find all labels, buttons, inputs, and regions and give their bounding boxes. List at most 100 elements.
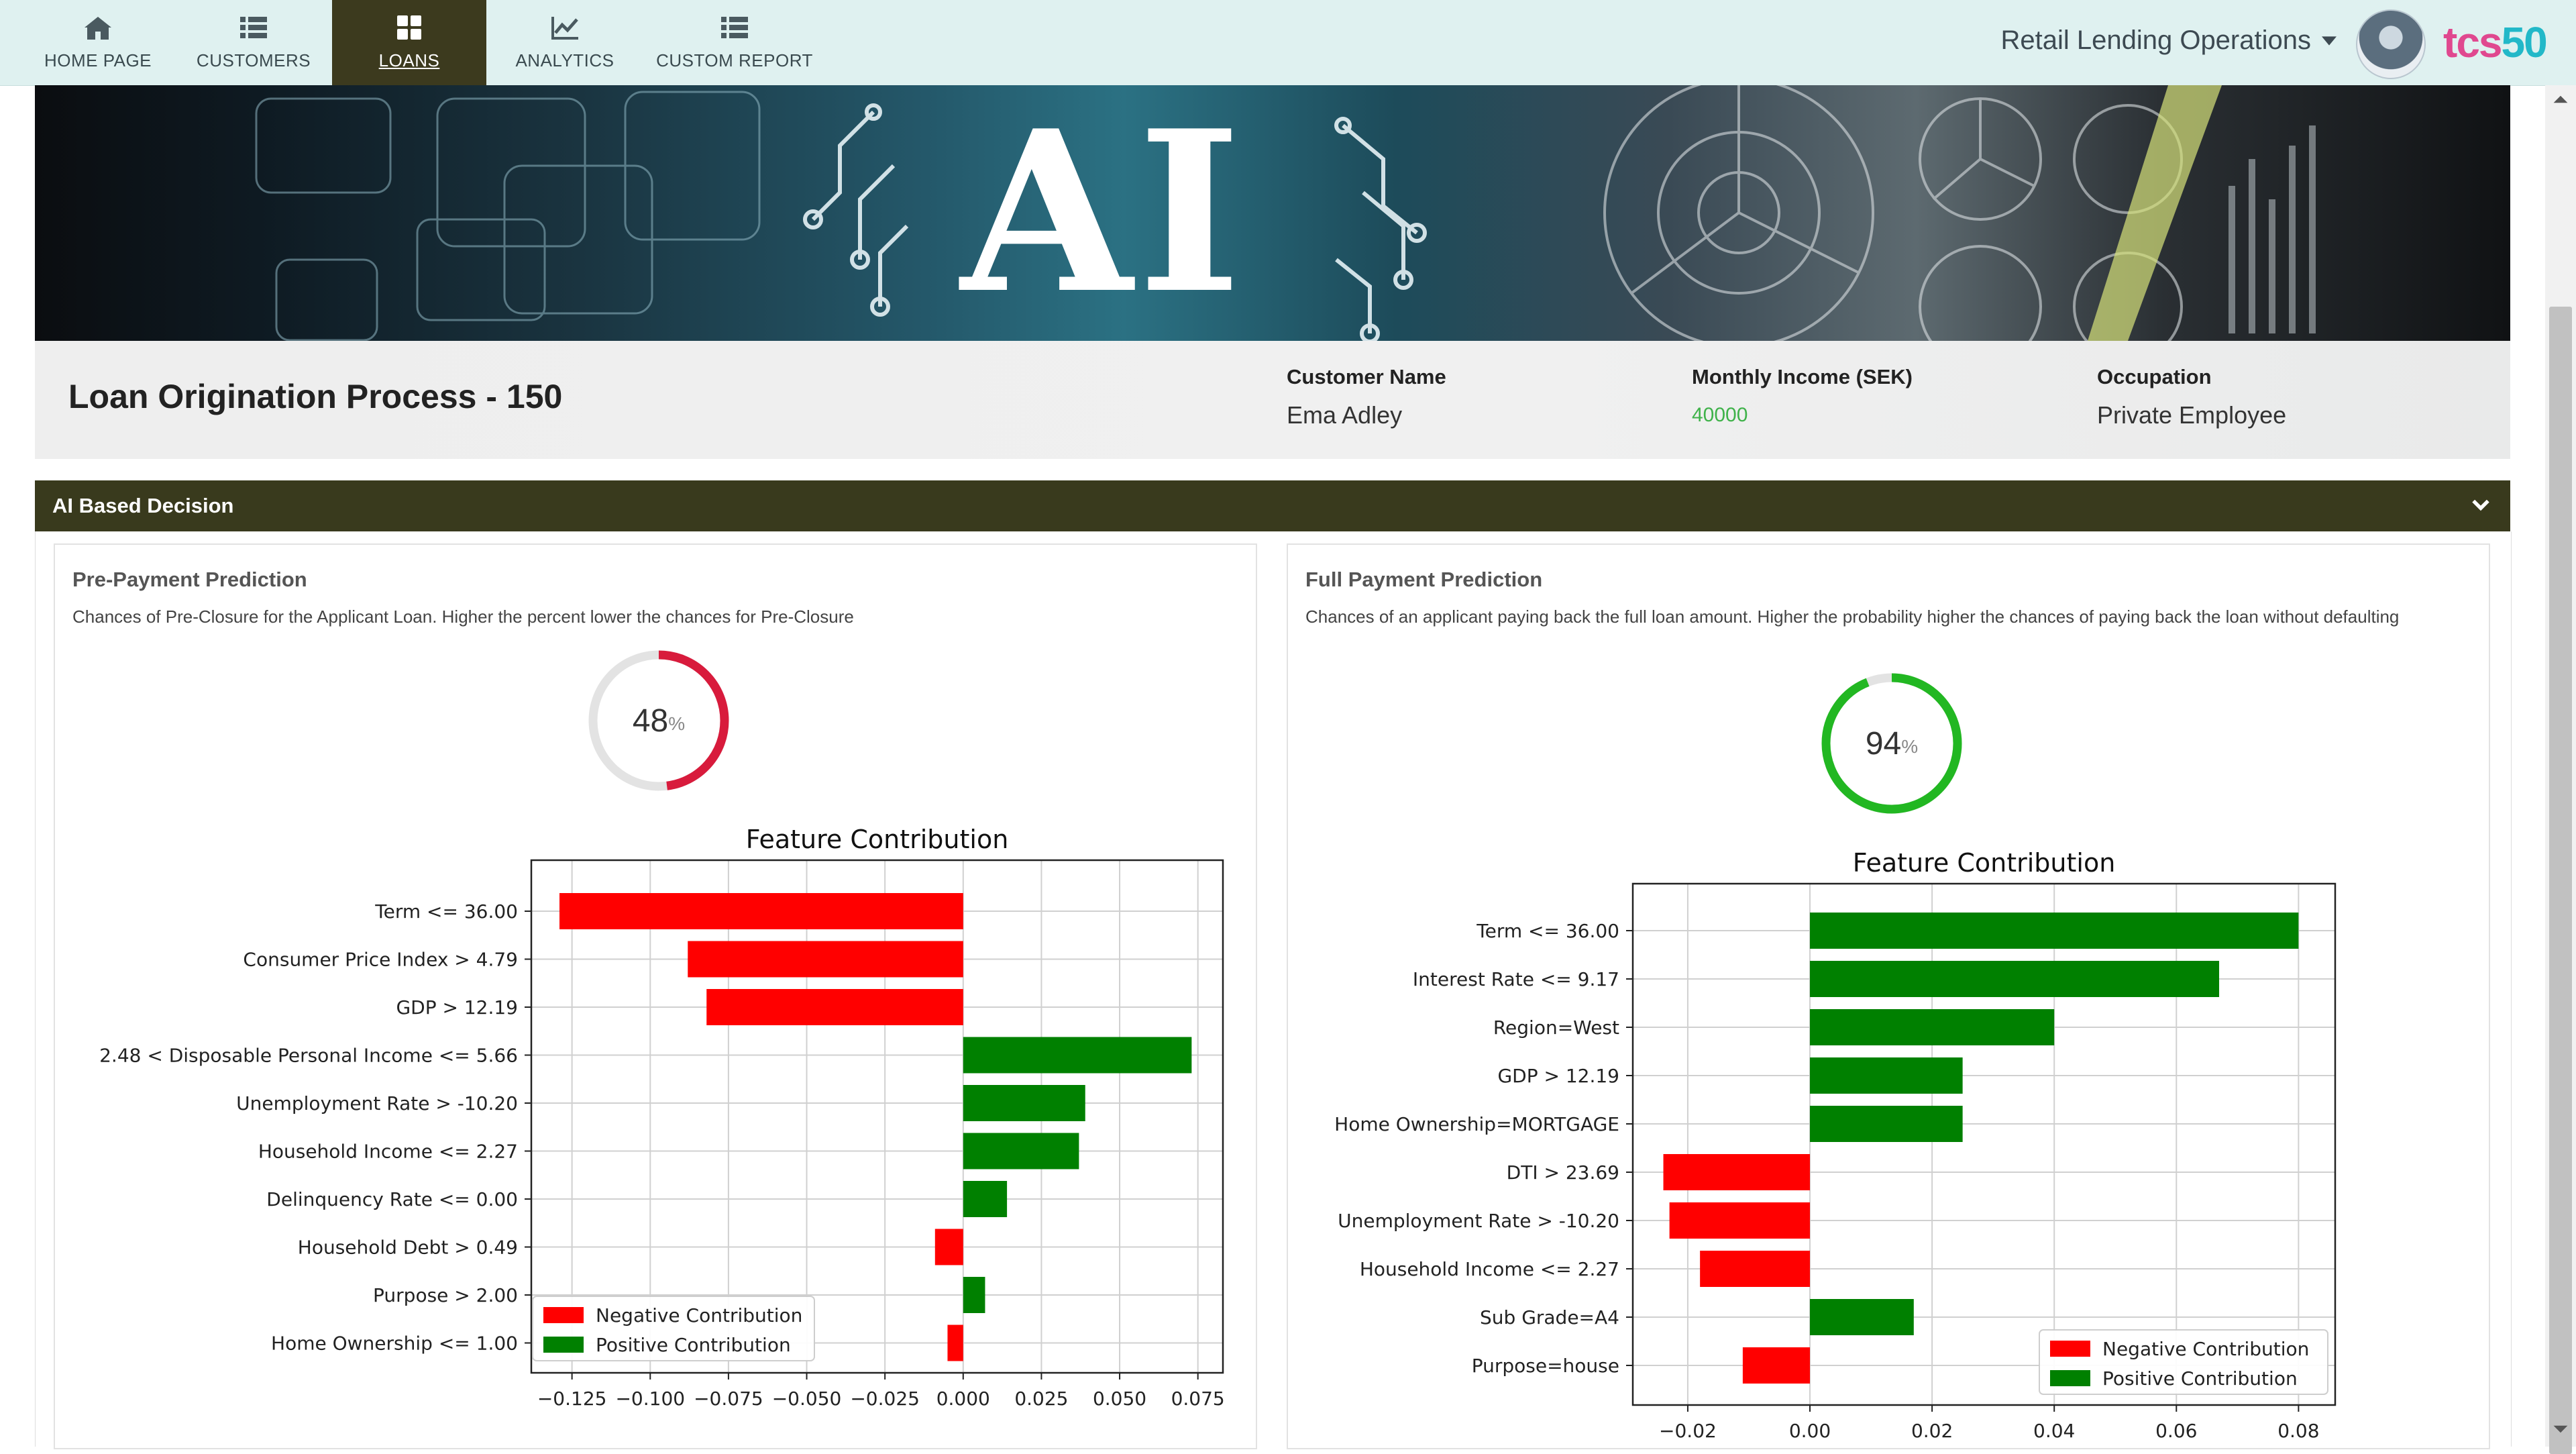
prepayment-legend-label: Negative Contribution bbox=[596, 1304, 802, 1327]
ai-banner: AI bbox=[35, 85, 2510, 341]
prepayment-bar bbox=[947, 1325, 963, 1361]
nav-custom-report[interactable]: CUSTOM REPORT bbox=[651, 0, 818, 85]
prepayment-percent-sign: % bbox=[668, 713, 686, 734]
fullpayment-bar bbox=[1810, 913, 2299, 949]
prepayment-bar bbox=[688, 941, 963, 978]
caret-down-icon bbox=[2322, 36, 2337, 46]
prepayment-legend-swatch bbox=[543, 1337, 584, 1353]
operations-label: Retail Lending Operations bbox=[2000, 25, 2311, 55]
fullpayment-legend-swatch bbox=[2050, 1341, 2090, 1357]
prepayment-ytick-label: GDP > 12.19 bbox=[396, 996, 518, 1019]
prepayment-bar bbox=[963, 1133, 1079, 1170]
page-title: Loan Origination Process - 150 bbox=[68, 378, 563, 415]
fullpayment-bar bbox=[1663, 1154, 1811, 1190]
prepayment-bar bbox=[559, 893, 963, 929]
prepayment-gauge: 48% bbox=[585, 647, 733, 794]
fullpayment-xtick-label: 0.00 bbox=[1789, 1420, 1831, 1442]
fullpayment-bar bbox=[1810, 1057, 1963, 1094]
fullpayment-plot-frame bbox=[1631, 882, 2337, 1406]
logo-text-a: tcs bbox=[2443, 18, 2502, 66]
prepayment-ytick-label: Home Ownership <= 1.00 bbox=[271, 1333, 518, 1355]
fullpayment-ytick-label: Household Income <= 2.27 bbox=[1360, 1258, 1619, 1280]
fullpayment-bar bbox=[1810, 1106, 1963, 1142]
prepayment-ytick-label: Term <= 36.00 bbox=[374, 900, 518, 923]
prepayment-title: Pre-Payment Prediction bbox=[72, 568, 307, 591]
home-icon bbox=[85, 17, 111, 40]
fullpayment-bar bbox=[1742, 1347, 1811, 1384]
prepayment-bar bbox=[963, 1037, 1192, 1074]
prepayment-legend-swatch bbox=[543, 1307, 584, 1323]
fullpayment-bar bbox=[1810, 961, 2220, 997]
prepayment-feature-chart: Feature Contribution −0.125 −0.100 −0.075 −0… bbox=[99, 825, 1225, 1410]
fullpayment-legend-label: Negative Contribution bbox=[2102, 1338, 2309, 1360]
scrollbar-thumb[interactable] bbox=[2549, 307, 2572, 1454]
fullpayment-ytick-label: Sub Grade=A4 bbox=[1480, 1306, 1619, 1329]
fullpayment-title: Full Payment Prediction bbox=[1305, 568, 1543, 591]
fullpayment-ytick-label: Term <= 36.00 bbox=[1476, 920, 1619, 942]
nav-customers[interactable]: CUSTOMERS bbox=[186, 0, 321, 85]
fullpayment-xtick-label: 0.08 bbox=[2277, 1420, 2319, 1442]
fullpayment-ytick-label: Unemployment Rate > -10.20 bbox=[1338, 1210, 1619, 1232]
fullpayment-ytick-label: Region=West bbox=[1493, 1017, 1619, 1039]
prepayment-xtick-label: −0.125 bbox=[537, 1388, 607, 1410]
prepayment-legend-label: Positive Contribution bbox=[596, 1334, 791, 1356]
prepayment-gauge-ring bbox=[588, 650, 729, 791]
prepayment-bar bbox=[963, 1085, 1085, 1121]
prepayment-xtick-label: 0.000 bbox=[936, 1388, 990, 1410]
prepayment-description: Chances of Pre-Closure for the Applicant… bbox=[72, 607, 854, 627]
top-navigation: HOME PAGE CUSTOMERS LOANS ANALYTICS CUST… bbox=[0, 0, 2576, 86]
prepayment-card: Pre-Payment Prediction Chances of Pre-Cl… bbox=[54, 543, 1257, 1449]
nav-loans-label: LOANS bbox=[378, 50, 440, 70]
prepayment-xtick-label: −0.100 bbox=[615, 1388, 685, 1410]
fullpayment-xtick-label: 0.06 bbox=[2155, 1420, 2197, 1442]
grid-icon bbox=[397, 15, 421, 40]
fullpayment-description: Chances of an applicant paying back the … bbox=[1305, 607, 2400, 627]
scroll-down-icon[interactable] bbox=[2552, 1420, 2569, 1438]
nav-analytics[interactable]: ANALYTICS bbox=[498, 0, 632, 85]
fullpayment-feature-chart: Feature Contribution −0.02 0.00 0.02 0.04 0.0… bbox=[1334, 848, 2337, 1442]
prepayment-ytick-label: Household Income <= 2.27 bbox=[258, 1141, 518, 1163]
fullpayment-gauge-ring bbox=[1821, 673, 1962, 814]
fullpayment-chart-title: Feature Contribution bbox=[1853, 848, 2116, 878]
chevron-down-icon[interactable] bbox=[2469, 492, 2493, 517]
fullpayment-legend-box bbox=[2039, 1329, 2328, 1395]
fullpayment-gauge: 94% bbox=[1818, 670, 1966, 817]
nav-loans[interactable]: LOANS bbox=[332, 0, 486, 85]
customer-name-value: Ema Adley bbox=[1287, 401, 1403, 429]
fullpayment-percent: 94 bbox=[1865, 725, 1902, 762]
prepayment-bar bbox=[963, 1277, 985, 1313]
scroll-up-icon[interactable] bbox=[2552, 91, 2569, 108]
fullpayment-bar bbox=[1700, 1251, 1811, 1287]
fullpayment-legend-swatch bbox=[2050, 1370, 2090, 1386]
prepayment-xtick-label: 0.050 bbox=[1093, 1388, 1146, 1410]
ai-decision-title: AI Based Decision bbox=[52, 494, 234, 517]
ai-decision-panel-header[interactable]: AI Based Decision bbox=[35, 480, 2510, 531]
fullpayment-ytick-label: DTI > 23.69 bbox=[1507, 1161, 1619, 1184]
banner-ai-text: AI bbox=[961, 85, 1247, 341]
fullpayment-ytick-label: Interest Rate <= 9.17 bbox=[1413, 968, 1619, 990]
tcs50-logo: tcs50 bbox=[2443, 17, 2548, 67]
fullpayment-xtick-label: −0.02 bbox=[1659, 1420, 1717, 1442]
prepayment-bar bbox=[706, 989, 963, 1025]
fullpayment-percent-sign: % bbox=[1901, 736, 1919, 757]
prepayment-chart-title: Feature Contribution bbox=[746, 825, 1009, 854]
prepayment-bar bbox=[934, 1229, 963, 1265]
list-icon bbox=[240, 17, 267, 38]
operations-dropdown[interactable]: Retail Lending Operations bbox=[2000, 25, 2337, 56]
prepayment-bar bbox=[963, 1181, 1008, 1217]
fullpayment-ytick-label: Home Ownership=MORTGAGE bbox=[1334, 1113, 1619, 1135]
occupation-value: Private Employee bbox=[2097, 401, 2287, 429]
avatar[interactable] bbox=[2356, 9, 2426, 79]
fullpayment-ytick-label: GDP > 12.19 bbox=[1497, 1065, 1619, 1087]
nav-home[interactable]: HOME PAGE bbox=[31, 0, 165, 85]
nav-customers-label: CUSTOMERS bbox=[196, 50, 311, 70]
fullpayment-bar bbox=[1669, 1202, 1811, 1239]
prepayment-xtick-label: 0.075 bbox=[1171, 1388, 1225, 1410]
banner-decoration bbox=[255, 85, 2316, 341]
fullpayment-xtick-label: 0.04 bbox=[2033, 1420, 2075, 1442]
page-scrollbar[interactable] bbox=[2545, 85, 2576, 1454]
prepayment-ytick-label: Consumer Price Index > 4.79 bbox=[243, 949, 518, 971]
prepayment-ytick-label: Delinquency Rate <= 0.00 bbox=[266, 1188, 518, 1210]
prepayment-ytick-label: 2.48 < Disposable Personal Income <= 5.6… bbox=[99, 1045, 518, 1067]
nav-analytics-label: ANALYTICS bbox=[515, 50, 614, 70]
